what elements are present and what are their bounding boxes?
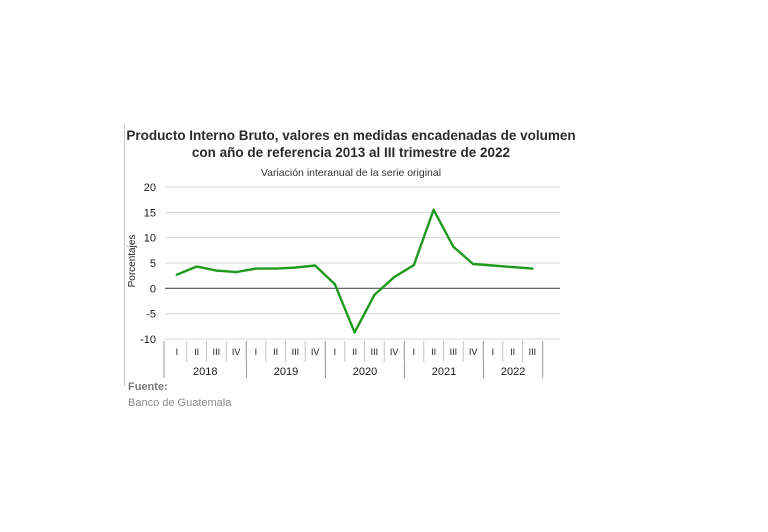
x-tick-label-quarter: I [492,347,495,357]
x-tick-label-quarter: I [413,347,416,357]
x-tick-label-quarter: I [176,347,179,357]
data-point [274,267,277,270]
x-tick-label-quarter: III [529,347,537,357]
x-tick-label-quarter: IV [311,347,320,357]
data-point [412,263,416,267]
data-point [195,265,198,268]
x-tick-label-quarter: III [213,347,221,357]
x-tick-label-year: 2019 [274,366,298,378]
x-tick-label-quarter: II [194,347,199,357]
source-label: Fuente: [128,381,168,393]
data-point [491,264,495,267]
x-tick-label-year: 2018 [193,366,217,378]
data-point [452,245,455,248]
chart-title-line-1: Producto Interno Bruto, valores en medid… [126,128,576,143]
x-tick-label-quarter: III [292,347,300,357]
y-tick-label: -5 [146,309,156,321]
data-point [531,267,534,270]
data-point [333,283,337,286]
data-point [511,265,514,269]
data-point [215,269,218,272]
x-tick-label-quarter: II [273,347,278,357]
chart-frame-border [124,124,125,386]
x-tick-label-quarter: II [510,347,515,357]
data-point [392,275,396,279]
x-tick-label-quarter: IV [390,347,399,357]
y-tick-label: 0 [150,283,156,295]
x-tick-label-quarter: II [431,347,436,357]
x-tick-label-quarter: IV [469,347,478,357]
chart-title: Producto Interno Bruto, valores en medid… [126,127,576,161]
y-tick-label: 5 [150,258,156,270]
data-point [294,266,297,269]
data-point [254,267,258,270]
x-tick-label-quarter: III [450,347,458,357]
data-point [175,273,179,276]
data-point [234,270,238,274]
y-tick-label: -10 [140,334,156,346]
x-tick-label-quarter: III [371,347,379,357]
x-tick-label-year: 2020 [353,366,377,378]
y-tick-label: 10 [144,233,156,245]
chart-title-line-2: con año de referencia 2013 al III trimes… [191,145,511,160]
y-tick-label: 20 [144,182,156,194]
x-tick-label-quarter: IV [232,347,241,357]
source-value: Banco de Guatemala [128,397,232,409]
y-axis-label: Porcentajes [127,235,138,288]
x-tick-label-year: 2022 [501,366,525,378]
data-point [471,262,475,266]
y-tick-label: 15 [144,207,156,219]
chart-subtitle: Variación interanual de la serie origina… [260,167,442,179]
x-tick-label-quarter: I [334,347,337,357]
x-tick-label-quarter: II [352,347,357,357]
x-tick-label-quarter: I [255,347,258,357]
data-point [353,331,356,334]
data-point [373,293,376,297]
x-tick-label-year: 2021 [432,366,456,378]
data-point [313,264,317,267]
data-point [432,208,435,211]
